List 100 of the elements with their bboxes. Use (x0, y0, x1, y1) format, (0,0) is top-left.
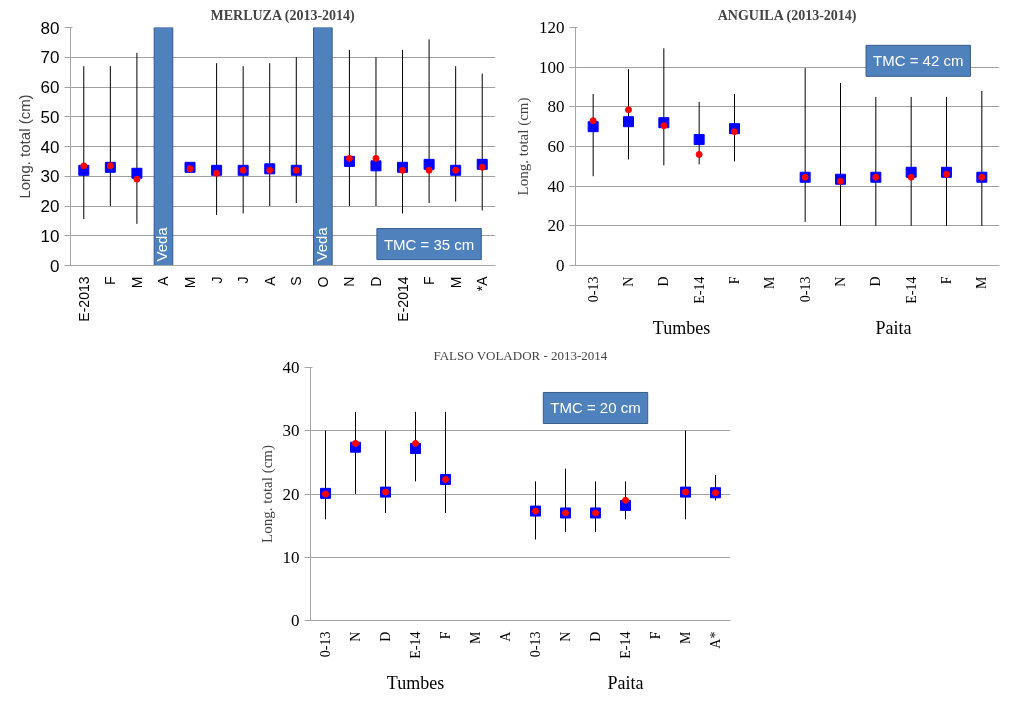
chart-title: FALSO VOLADOR - 2013-2014 (433, 347, 608, 363)
x-tick-label: A (261, 275, 278, 286)
x-tick-label: E-14 (408, 631, 423, 659)
y-axis-title: Long. total (cm) (15, 94, 33, 199)
x-tick-label: D (868, 276, 884, 287)
point (625, 106, 632, 114)
point (907, 173, 915, 181)
x-tick-label: N (341, 276, 358, 287)
y-axis-title: Long. total (cm) (515, 97, 532, 196)
text: Paita (875, 317, 912, 338)
y-tick-label: 120 (539, 18, 565, 37)
x-tick-label: N (348, 631, 363, 642)
point (133, 175, 141, 183)
y-tick-label: 10 (282, 547, 300, 567)
x-tick-label: E-14 (618, 631, 633, 659)
x-tick-label: F (727, 276, 742, 285)
x-tick-label: A (155, 275, 172, 286)
x-tick-label: A (498, 630, 513, 642)
x-tick-label: F (421, 276, 438, 286)
x-tick-label: M (447, 276, 464, 289)
point (623, 116, 634, 128)
x-tick-label: N (558, 631, 573, 642)
x-tick-label: 0-13 (797, 276, 813, 303)
y-tick-label: 20 (40, 197, 60, 216)
x-tick-label: M (762, 275, 778, 289)
x-tick-label: F (438, 631, 453, 640)
data-label: Veda (312, 226, 330, 262)
point (372, 154, 380, 162)
point (425, 166, 433, 174)
y-tick-label: 80 (40, 18, 60, 38)
point (352, 439, 359, 447)
point (695, 150, 703, 158)
y-tick-label: 40 (40, 137, 60, 157)
y-tick-label: 80 (547, 97, 565, 117)
x-tick-label: 0-13 (585, 276, 601, 303)
x-tick-label: S (288, 276, 305, 286)
x-tick-label: M (468, 630, 483, 644)
x-tick-label: *A (474, 275, 491, 292)
point (622, 496, 629, 504)
point (589, 117, 597, 125)
point (837, 177, 844, 185)
y-tick-label: 40 (282, 358, 300, 377)
y-tick-label: 100 (539, 57, 565, 77)
y-tick-label: 30 (40, 167, 60, 187)
x-tick-label: F (102, 276, 119, 286)
annotation: TMC = 20 cm (550, 399, 641, 417)
x-tick-label: 0-13 (528, 631, 543, 658)
point (943, 170, 950, 178)
x-tick-label: D (588, 631, 603, 642)
y-tick-label: 0 (291, 611, 300, 630)
point (693, 134, 705, 146)
annotation: TMC = 42 cm (873, 52, 964, 70)
y-axis-title: Long. total (cm) (258, 445, 276, 543)
point (399, 166, 407, 174)
x-tick-label: M (974, 275, 990, 289)
x-tick-label: O (314, 276, 331, 288)
x-tick-label: A* (708, 631, 723, 649)
x-tick-label: M (128, 276, 145, 289)
x-tick-label: N (833, 276, 848, 287)
text: Tumbes (386, 672, 445, 693)
y-tick-label: 20 (282, 484, 300, 504)
text: Tumbes (652, 317, 711, 338)
x-tick-label: D (378, 631, 393, 642)
y-tick-label: 30 (282, 421, 300, 441)
x-tick-label: J (235, 276, 252, 284)
chart-title: MERLUZA (2013-2014) (210, 7, 356, 24)
x-tick-label: E-14 (691, 276, 707, 304)
y-tick-label: 60 (547, 137, 565, 156)
x-tick-label: N (621, 276, 636, 287)
x-tick-label: J (208, 276, 225, 284)
annotation: TMC = 35 cm (383, 235, 475, 253)
x-tick-label: M (678, 630, 693, 644)
y-tick-label: 10 (40, 226, 60, 246)
point (660, 122, 668, 130)
x-tick-label: E-2013 (75, 276, 92, 322)
x-tick-label: E-2014 (394, 276, 411, 322)
y-tick-label: 0 (556, 256, 565, 275)
x-tick-label: D (367, 276, 384, 287)
y-tick-label: 50 (40, 107, 60, 127)
x-tick-label: F (648, 631, 663, 640)
x-tick-label: F (939, 276, 954, 285)
point (213, 169, 221, 177)
data-label: Veda (153, 226, 171, 262)
x-tick-label: M (182, 276, 199, 289)
point (412, 439, 419, 447)
x-tick-label: D (656, 276, 672, 287)
x-tick-label: 0-13 (318, 631, 333, 658)
point (186, 165, 194, 173)
point (370, 160, 382, 172)
point (731, 128, 738, 136)
y-tick-label: 20 (547, 216, 565, 236)
point (345, 154, 353, 162)
text: Paita (607, 672, 644, 693)
point (478, 163, 486, 171)
point (80, 162, 88, 170)
y-tick-label: 60 (40, 78, 60, 97)
x-tick-label: E-14 (903, 276, 919, 304)
y-tick-label: 40 (547, 176, 565, 196)
y-tick-label: 70 (40, 48, 60, 68)
y-tick-label: 0 (50, 256, 60, 276)
